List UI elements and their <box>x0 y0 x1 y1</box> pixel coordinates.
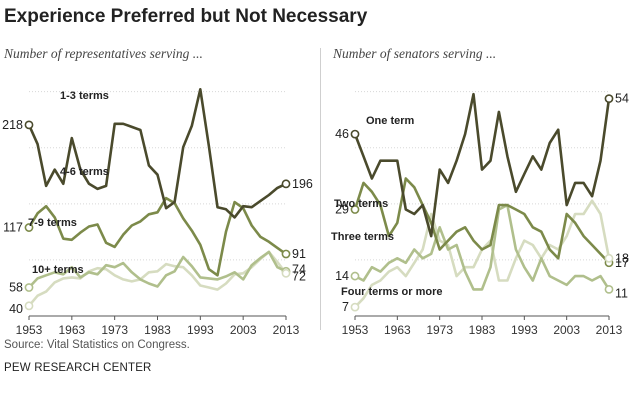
series-label-10-terms: 10+ terms <box>32 264 84 276</box>
series-line-10-terms <box>27 250 288 308</box>
x-tick-label: 2013 <box>273 323 300 337</box>
series-label-4-6-terms: 4-6 terms <box>60 166 109 178</box>
start-point-1-3-terms <box>24 120 34 130</box>
panel-divider <box>320 48 321 330</box>
chart-title: Experience Preferred but Not Necessary <box>4 6 368 27</box>
start-point-4-6-terms <box>24 223 34 232</box>
series-label-one-term: One term <box>366 115 415 127</box>
start-value-label: 218 <box>2 118 23 132</box>
series-line-three-terms <box>353 203 611 291</box>
left-chart-subtitle: Number of representatives serving ... <box>4 46 203 61</box>
start-point-one-term <box>350 129 360 139</box>
x-tick-label: 1963 <box>58 323 85 337</box>
series-label-four-terms-or-more: Four terms or more <box>341 286 442 298</box>
x-tick-label: 1983 <box>469 323 496 337</box>
series-line-one-term <box>353 92 611 238</box>
x-tick-label: 1953 <box>342 323 369 337</box>
start-value-label: 14 <box>335 269 349 283</box>
x-tick-label: 1973 <box>426 323 453 337</box>
x-tick-label: 2003 <box>553 323 580 337</box>
series-label-1-3-terms: 1-3 terms <box>60 90 109 102</box>
end-value-label: 91 <box>292 247 306 261</box>
end-point-four-terms-or-more <box>604 253 614 263</box>
right-chart-subtitle: Number of senators serving ... <box>333 46 497 61</box>
end-value-label: 54 <box>615 92 629 106</box>
start-value-label: 7 <box>342 300 349 314</box>
x-tick-label: 1993 <box>187 323 214 337</box>
start-point-four-terms-or-more <box>350 302 360 312</box>
series-label-two-terms: Two terms <box>334 198 388 210</box>
start-point-two-terms <box>350 205 360 214</box>
series-label-7-9-terms: 7-9 terms <box>28 217 77 229</box>
end-value-label: 196 <box>292 177 313 191</box>
end-point-three-terms <box>604 284 614 294</box>
end-value-label: 11 <box>615 286 628 300</box>
start-value-label: 117 <box>3 221 23 235</box>
start-point-three-terms <box>350 271 360 281</box>
start-value-label: 40 <box>9 302 23 316</box>
start-point-10-terms <box>24 301 34 311</box>
x-tick-label: 1973 <box>101 323 128 337</box>
series-line-7-9-terms <box>27 250 288 289</box>
series-line-two-terms <box>353 177 611 265</box>
start-value-label: 29 <box>335 203 349 217</box>
start-point-7-9-terms <box>24 283 34 292</box>
x-tick-label: 1963 <box>384 323 411 337</box>
x-tick-label: 1953 <box>16 323 43 337</box>
end-point-1-3-terms <box>281 179 291 189</box>
x-tick-label: 2003 <box>230 323 257 337</box>
x-tick-label: 1993 <box>511 323 538 337</box>
end-value-label: 74 <box>292 262 306 276</box>
organization-name: PEW RESEARCH CENTER <box>4 362 152 374</box>
series-line-1-3-terms <box>27 88 288 219</box>
end-value-label: 18 <box>615 251 629 265</box>
end-point-10-terms <box>281 268 291 278</box>
series-label-three-terms: Three terms <box>331 231 394 243</box>
x-tick-label: 1983 <box>144 323 171 337</box>
end-point-one-term <box>604 94 614 104</box>
start-value-label: 58 <box>9 281 23 295</box>
source-note: Source: Vital Statistics on Congress. <box>4 339 190 351</box>
end-value-label: 17 <box>615 256 629 270</box>
end-point-4-6-terms <box>281 249 291 259</box>
end-value-label: 72 <box>292 269 306 283</box>
start-value-label: 46 <box>335 127 349 141</box>
x-tick-label: 2013 <box>596 323 623 337</box>
